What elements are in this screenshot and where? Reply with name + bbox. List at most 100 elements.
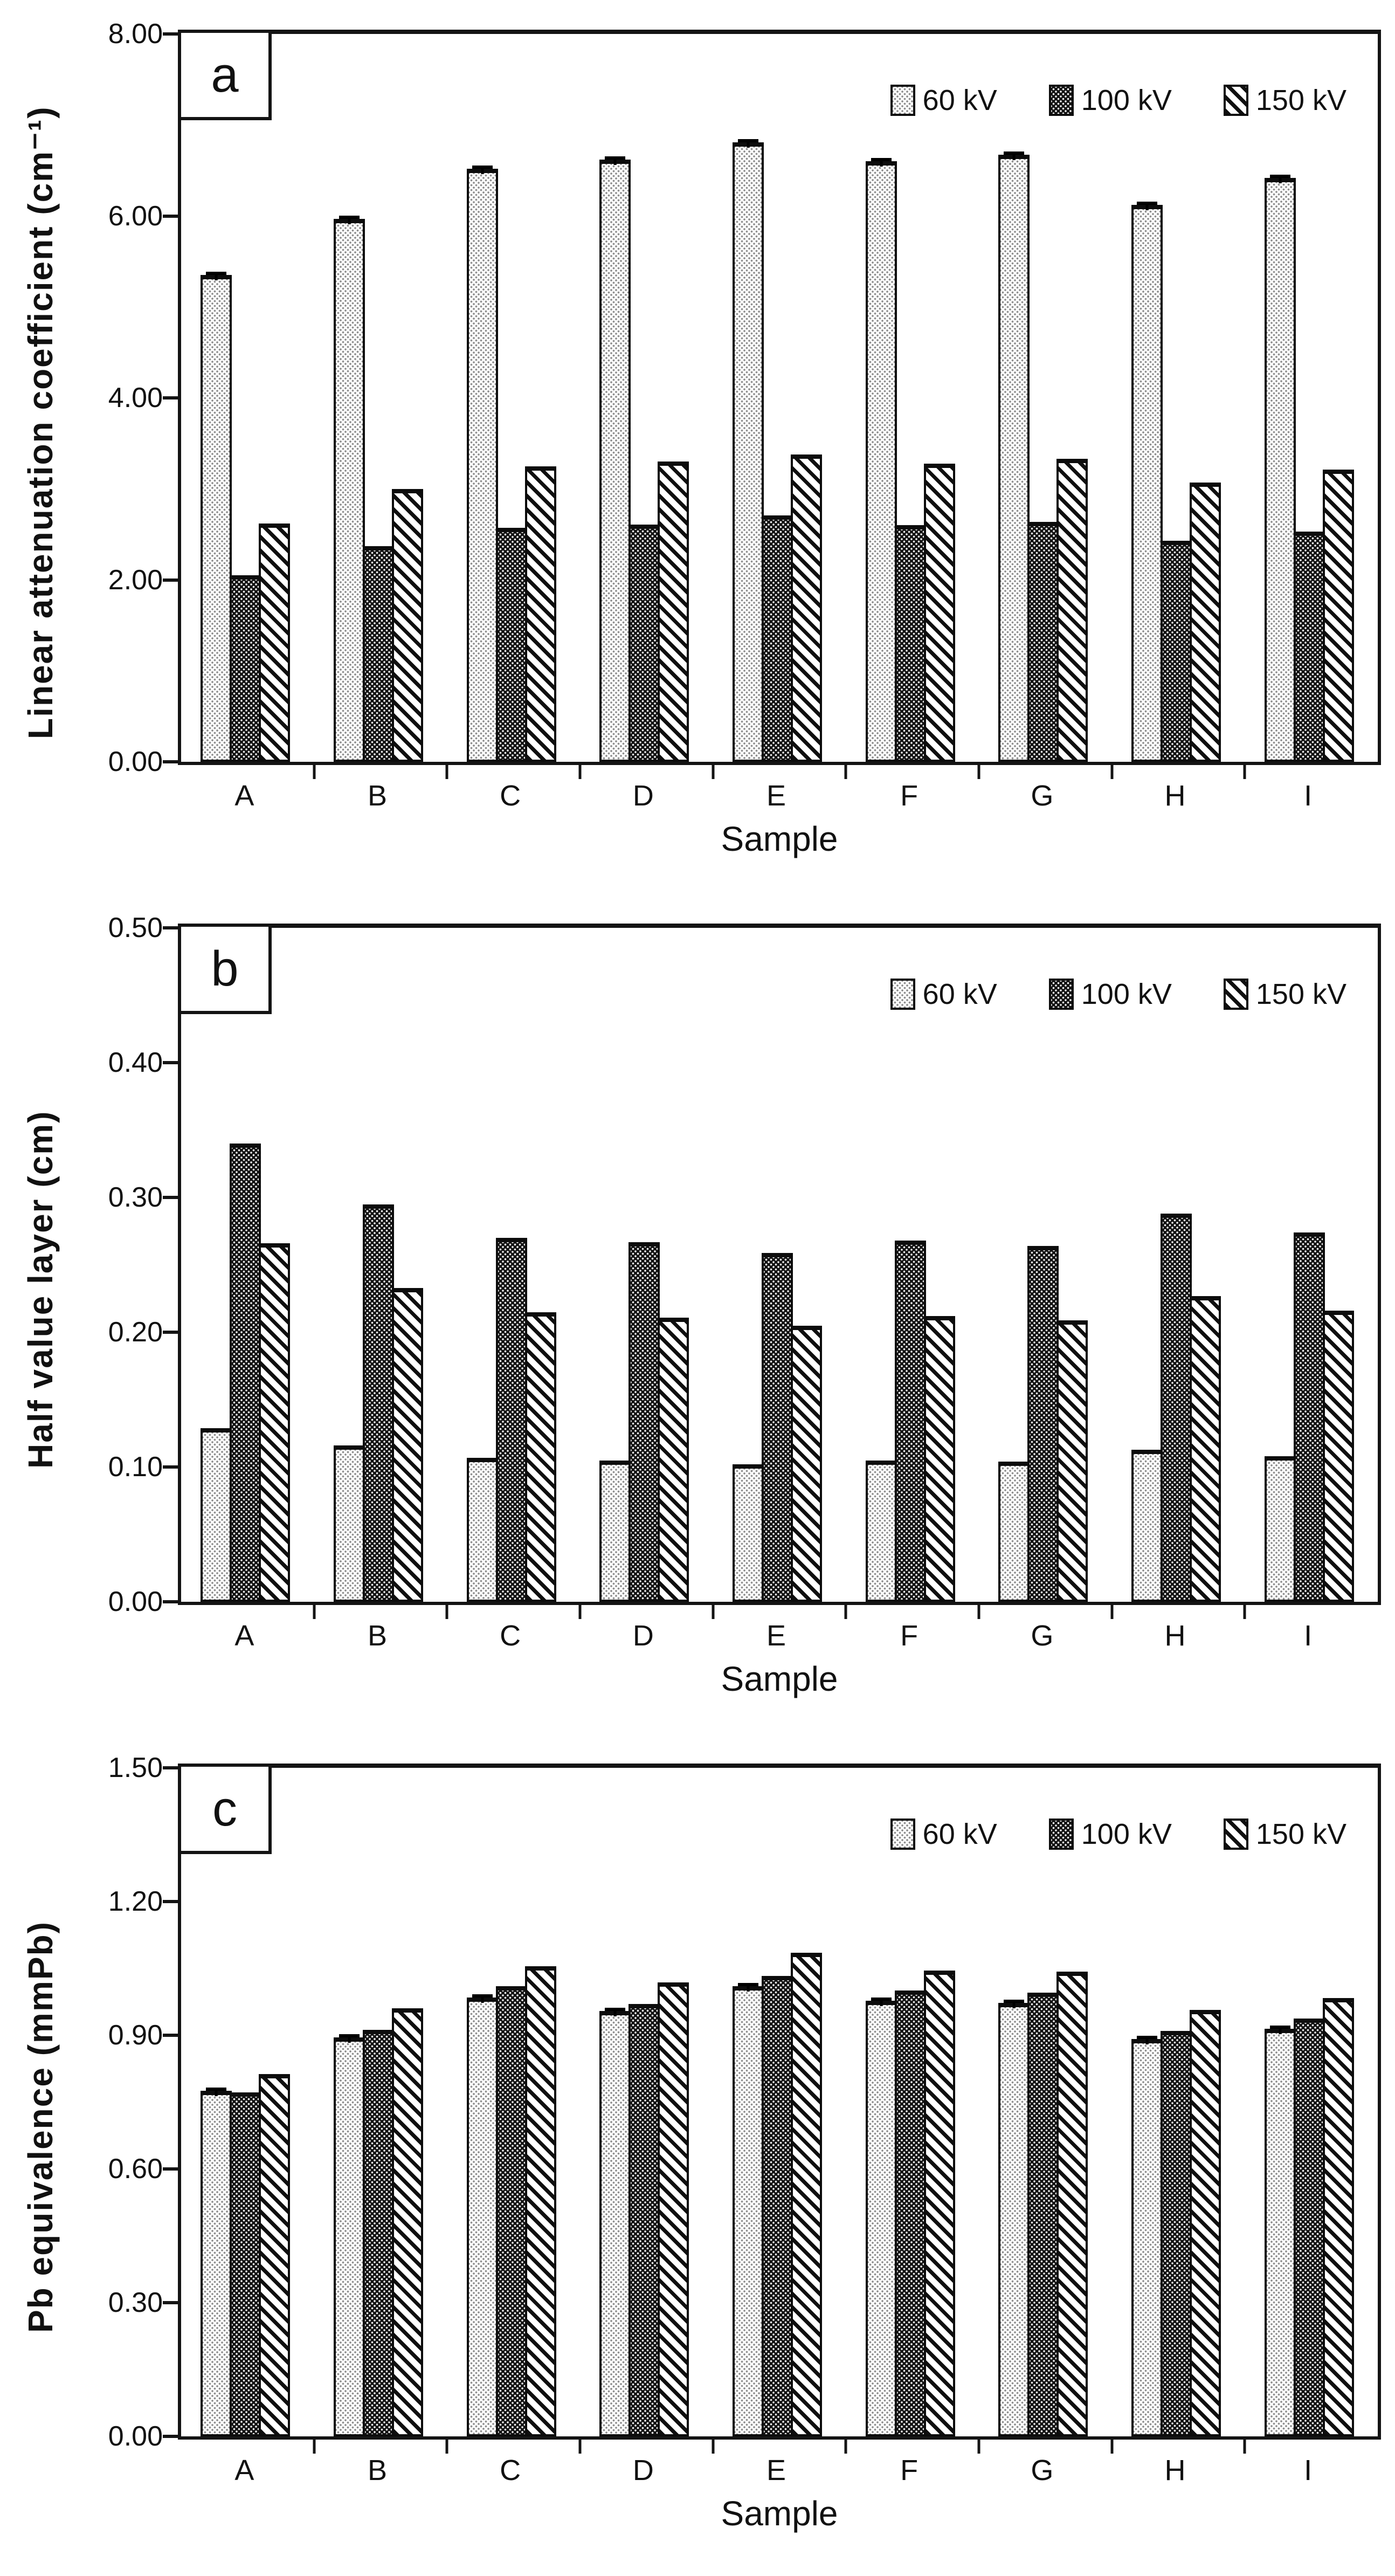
x-tick-label: G	[1031, 1620, 1054, 1652]
legend: 60 kV 100 kV 150 kV	[890, 977, 1346, 1011]
bar-I-150-kV	[1322, 1311, 1354, 1602]
legend-swatch-150-kV	[1223, 1819, 1248, 1850]
bar-G-150-kV	[1056, 1320, 1088, 1602]
bar-C-100-kV	[495, 1986, 527, 2436]
bar-G-150-kV	[1056, 459, 1088, 762]
x-tick-mark	[578, 1605, 582, 1619]
x-tick-mark	[578, 2440, 582, 2454]
error-bar-cap	[1004, 1999, 1025, 2003]
error-bar-cap	[871, 158, 892, 162]
bar-F-100-kV	[894, 1241, 926, 1602]
bar-D-100-kV	[629, 2004, 660, 2436]
x-tick-mark	[1110, 1605, 1114, 1619]
bar-I-100-kV	[1293, 1232, 1325, 1602]
bar-I-60-kV	[1264, 2025, 1296, 2436]
y-tick-label: 6.00	[108, 200, 163, 232]
y-tick-mark	[163, 1600, 178, 1603]
y-tick-mark	[163, 1766, 178, 1769]
y-tick-label: 0.30	[108, 1182, 163, 1213]
y-tick-label: 0.20	[108, 1317, 163, 1348]
y-axis-title: Pb equivalence (mmPb)	[21, 1921, 60, 2333]
bar-H-150-kV	[1190, 482, 1221, 762]
y-tick-label: 0.00	[108, 2421, 163, 2452]
error-bar-stem	[348, 215, 351, 224]
legend-label: 150 kV	[1255, 84, 1346, 116]
x-tick-label: D	[632, 1620, 654, 1652]
bar-D-100-kV	[629, 1242, 660, 1602]
error-bar-cap	[605, 2007, 626, 2011]
error-bar-stem	[1145, 2035, 1149, 2044]
y-axis-tick-labels: 0.00 0.10 0.20 0.30 0.40 0.50	[81, 912, 178, 1656]
bar-B-150-kV	[392, 2008, 423, 2436]
legend-swatch-150-kV	[1223, 979, 1248, 1010]
error-bar-cap	[1004, 151, 1025, 155]
error-bar-stem	[1279, 174, 1282, 183]
bar-F-100-kV	[894, 1990, 926, 2436]
x-axis-labels: A B C D E F G H I	[178, 1609, 1381, 1656]
x-tick-mark	[712, 765, 715, 779]
legend-label: 60 kV	[922, 978, 997, 1010]
error-bar-stem	[215, 272, 218, 281]
bar-H-100-kV	[1161, 540, 1192, 762]
error-bar-cap	[1269, 2025, 1290, 2029]
bar-E-150-kV	[791, 1953, 822, 2436]
error-bar-cap	[605, 156, 626, 160]
bar-I-150-kV	[1322, 1998, 1354, 2436]
error-bar-cap	[1137, 2035, 1157, 2039]
panel-label-badge: c	[178, 1764, 272, 1854]
bar-I-60-kV	[1264, 174, 1296, 762]
bar-G-60-kV	[998, 1462, 1030, 1602]
legend-item: 60 kV	[890, 977, 997, 1011]
error-bar-stem	[880, 158, 883, 167]
x-tick-mark	[445, 2440, 448, 2454]
bar-G-100-kV	[1027, 1246, 1059, 1602]
y-tick-mark	[163, 760, 178, 763]
y-tick-mark	[163, 32, 178, 36]
bar-G-60-kV	[998, 151, 1030, 762]
x-tick-label: B	[367, 780, 387, 812]
error-bar-cap	[472, 165, 493, 169]
panel-c: Pb equivalence (mmPb) 0.00 0.30 0.60 0.90 1.…	[0, 1752, 1395, 2533]
legend-item: 150 kV	[1223, 1817, 1346, 1851]
x-tick-label: H	[1164, 1620, 1186, 1652]
error-bar-stem	[613, 156, 617, 165]
error-bar-stem	[880, 1998, 883, 2007]
legend: 60 kV 100 kV 150 kV	[890, 84, 1346, 117]
legend-item: 100 kV	[1048, 977, 1172, 1011]
bar-I-60-kV	[1264, 1456, 1296, 1602]
error-bar-stem	[747, 139, 750, 148]
error-bar-cap	[339, 215, 360, 219]
legend-label: 100 kV	[1081, 84, 1172, 116]
x-tick-label: H	[1164, 780, 1186, 812]
y-tick-mark	[163, 1900, 178, 1903]
legend-label: 60 kV	[922, 1818, 997, 1850]
y-tick-label: 1.20	[108, 1886, 163, 1917]
y-tick-label: 0.00	[108, 746, 163, 777]
bar-G-150-kV	[1056, 1971, 1088, 2436]
error-bar-cap	[339, 2034, 360, 2038]
x-tick-label: A	[234, 2454, 254, 2487]
bar-H-60-kV	[1131, 2035, 1163, 2436]
y-tick-label: 0.30	[108, 2287, 163, 2318]
bar-B-60-kV	[334, 2034, 365, 2436]
bar-F-150-kV	[923, 463, 955, 762]
panel-b: Half value layer (cm) 0.00 0.10 0.20 0.30 0.…	[0, 912, 1395, 1699]
y-axis-title: Half value layer (cm)	[21, 1110, 60, 1469]
legend-label: 60 kV	[922, 84, 997, 116]
y-tick-label: 0.90	[108, 2020, 163, 2051]
y-tick-label: 0.50	[108, 912, 163, 943]
bar-D-150-kV	[658, 462, 689, 762]
bar-C-100-kV	[495, 1238, 527, 1602]
x-tick-label: C	[500, 1620, 521, 1652]
bar-H-150-kV	[1190, 1296, 1221, 1602]
x-tick-label: E	[766, 2454, 786, 2487]
legend-label: 100 kV	[1081, 1818, 1172, 1850]
bar-I-100-kV	[1293, 2018, 1325, 2436]
x-tick-label: G	[1031, 780, 1054, 812]
x-tick-label: I	[1304, 1620, 1313, 1652]
y-tick-mark	[163, 2034, 178, 2037]
legend-item: 150 kV	[1223, 84, 1346, 117]
bar-B-60-kV	[334, 1445, 365, 1602]
bar-A-100-kV	[230, 2092, 261, 2436]
legend-swatch-100-kV	[1048, 85, 1074, 116]
